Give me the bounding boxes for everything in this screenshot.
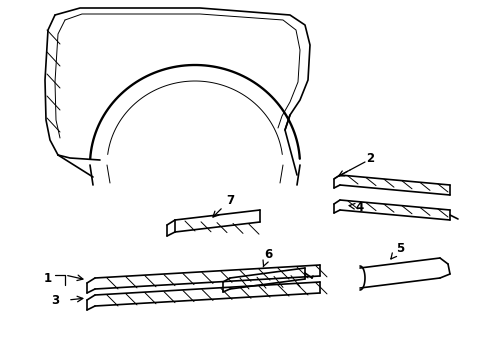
Text: 3: 3 xyxy=(51,293,59,306)
Text: 5: 5 xyxy=(390,242,403,259)
Text: 6: 6 xyxy=(263,248,271,267)
Text: 4: 4 xyxy=(348,201,364,213)
Text: 2: 2 xyxy=(365,152,373,165)
Text: 7: 7 xyxy=(212,194,234,217)
Text: 1: 1 xyxy=(44,271,52,284)
